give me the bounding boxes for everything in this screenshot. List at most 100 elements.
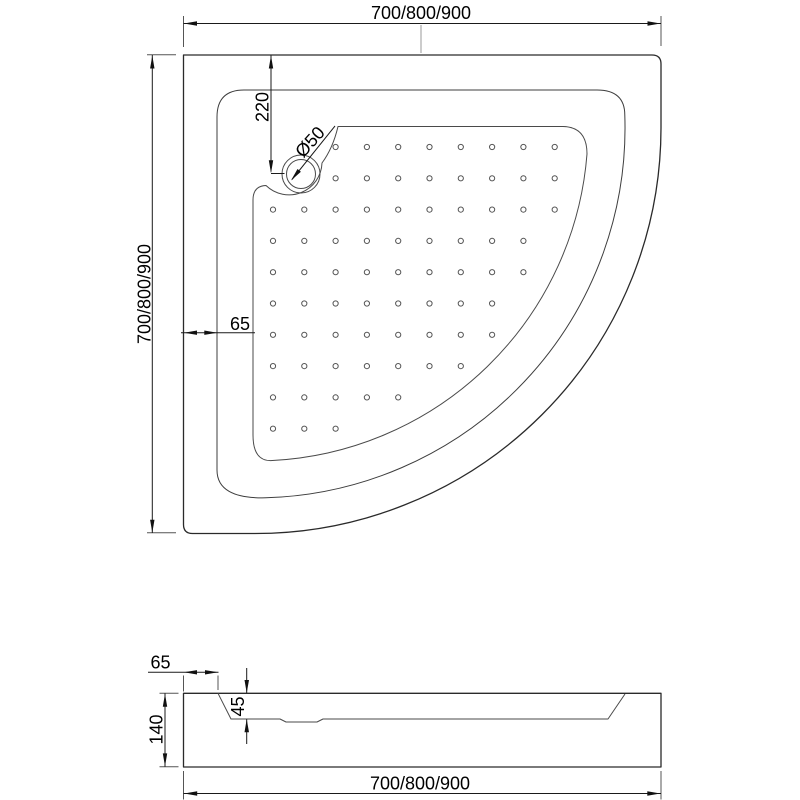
dim-drain-offset-label: 220 (253, 92, 273, 122)
anti-slip-dot (520, 269, 527, 276)
anti-slip-dot (457, 269, 464, 276)
anti-slip-dot (457, 331, 464, 338)
dim-section-rim-width: 65 (148, 653, 219, 692)
arrowheads (184, 670, 218, 675)
extension-lines (183, 771, 662, 800)
leader-arrowhead (291, 169, 301, 181)
anti-slip-dot (332, 143, 339, 151)
anti-slip-dots (269, 143, 558, 432)
anti-slip-dot (301, 269, 308, 276)
anti-slip-dot (426, 237, 433, 244)
arrowheads (244, 680, 249, 733)
anti-slip-dot (301, 425, 308, 432)
anti-slip-dot (520, 175, 527, 182)
anti-slip-dot (457, 237, 464, 244)
anti-slip-dot (426, 206, 433, 213)
extension-lines (159, 692, 179, 768)
anti-slip-dot (332, 300, 339, 307)
drain-diameter-callout: Ø50 (291, 123, 336, 181)
anti-slip-dot (363, 206, 370, 213)
anti-slip-dot (301, 331, 308, 338)
anti-slip-dot (332, 269, 339, 276)
anti-slip-dot (363, 300, 370, 307)
anti-slip-dot (457, 175, 464, 182)
dim-section-rim-width-label: 65 (150, 653, 170, 673)
anti-slip-dot (395, 269, 402, 276)
anti-slip-dot (395, 175, 402, 182)
drain-outer-circle (281, 154, 321, 194)
anti-slip-dot (363, 143, 370, 151)
anti-slip-dot (301, 206, 308, 213)
anti-slip-dot (269, 237, 277, 244)
drain (281, 154, 321, 194)
dim-rim-width: 65 (181, 314, 255, 335)
tray-floor-outline (252, 126, 588, 462)
anti-slip-dot (363, 394, 370, 401)
drain-inner-circle (286, 159, 316, 189)
anti-slip-dot (551, 206, 558, 213)
dim-drain-offset: 220 (253, 55, 285, 174)
anti-slip-dot (426, 175, 433, 182)
dimension-line (270, 55, 285, 174)
tray-outer-outline (182, 54, 662, 535)
anti-slip-dot (551, 143, 558, 151)
tray-outlines (182, 54, 662, 535)
anti-slip-dot (520, 206, 527, 213)
tray-section-outline (182, 692, 662, 768)
anti-slip-dot (395, 143, 402, 151)
anti-slip-dot (395, 363, 402, 370)
anti-slip-dot (426, 363, 433, 370)
plan-view: 700/800/900 700/800/900 220 Ø50 65 (135, 3, 662, 535)
anti-slip-dot (363, 331, 370, 338)
anti-slip-dot (489, 175, 496, 182)
anti-slip-dot (269, 363, 277, 370)
anti-slip-dot (332, 206, 339, 213)
anti-slip-dot (269, 206, 277, 213)
anti-slip-dot (269, 300, 277, 307)
anti-slip-dot (520, 237, 527, 244)
anti-slip-dot (489, 143, 496, 151)
dim-section-width-label: 700/800/900 (370, 774, 470, 794)
anti-slip-dot (395, 300, 402, 307)
dim-total-height: 140 (147, 692, 179, 768)
dim-left-height: 700/800/900 (135, 54, 176, 534)
anti-slip-dot (269, 394, 277, 401)
dim-left-height-label: 700/800/900 (135, 244, 155, 344)
arrowheads (268, 55, 274, 174)
dim-rim-width-label: 65 (230, 314, 250, 334)
extension-lines (183, 675, 219, 692)
anti-slip-dot (489, 206, 496, 213)
anti-slip-dot (301, 300, 308, 307)
dim-top-width: 700/800/900 (183, 3, 662, 53)
anti-slip-dot (363, 269, 370, 276)
anti-slip-dot (332, 237, 339, 244)
dim-total-height-label: 140 (147, 714, 167, 744)
anti-slip-dot (426, 300, 433, 307)
tray-section-profile (217, 693, 626, 723)
anti-slip-dot (332, 394, 339, 401)
extension-lines (183, 16, 662, 47)
anti-slip-dot (489, 269, 496, 276)
anti-slip-dot (301, 394, 308, 401)
anti-slip-dot (269, 425, 277, 432)
anti-slip-dot (395, 394, 402, 401)
anti-slip-dot (332, 363, 339, 370)
anti-slip-dot (551, 175, 558, 182)
anti-slip-dot (457, 300, 464, 307)
anti-slip-dot (363, 363, 370, 370)
anti-slip-dot (426, 331, 433, 338)
anti-slip-dot (332, 331, 339, 338)
anti-slip-dot (332, 175, 339, 182)
dim-section-width: 700/800/900 (183, 771, 662, 800)
anti-slip-dot (520, 143, 527, 151)
anti-slip-dot (269, 331, 277, 338)
anti-slip-dot (457, 206, 464, 213)
anti-slip-dot (426, 269, 433, 276)
anti-slip-dot (301, 363, 308, 370)
tray-rim-outline (216, 89, 626, 499)
anti-slip-dot (457, 363, 464, 370)
anti-slip-dot (457, 143, 464, 151)
anti-slip-dot (395, 206, 402, 213)
dim-basin-depth: 45 (228, 668, 249, 744)
